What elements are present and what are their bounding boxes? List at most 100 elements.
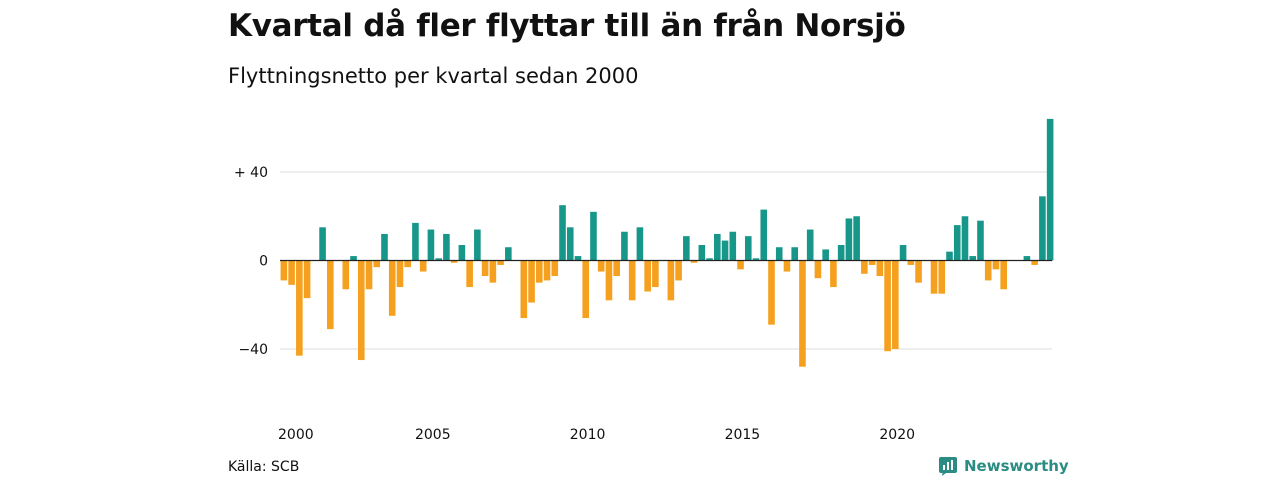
bar [915, 260, 922, 283]
bar [288, 260, 295, 285]
bar [450, 260, 458, 263]
bar [319, 227, 326, 261]
bar [481, 260, 489, 276]
bar [613, 260, 620, 276]
bar [690, 260, 698, 263]
bar [1046, 118, 1054, 261]
bar [466, 260, 473, 288]
bar [419, 260, 427, 272]
bar [752, 258, 760, 261]
bar [528, 260, 535, 303]
bar [497, 260, 504, 265]
bar [590, 211, 597, 261]
bar [938, 260, 946, 294]
bar [683, 236, 690, 261]
bar [977, 220, 984, 261]
bar [799, 260, 806, 367]
bar [806, 229, 814, 261]
bar [953, 225, 961, 261]
bar [388, 260, 396, 316]
bar [946, 251, 953, 261]
bar [621, 231, 628, 261]
brand-name: Newsworthy [964, 457, 1069, 475]
bar [280, 260, 288, 281]
x-tick-label: 2020 [879, 427, 915, 443]
bar [574, 256, 582, 261]
x-tick-label: 2005 [415, 427, 451, 443]
bar [868, 260, 876, 265]
bar [396, 260, 404, 288]
bar [760, 209, 768, 261]
bar [458, 245, 466, 261]
bar [535, 260, 543, 283]
bar [296, 260, 303, 356]
bar [961, 216, 969, 261]
bar [884, 260, 891, 352]
bar [853, 216, 860, 261]
chart-title: Kvartal då fler flyttar till än från Nor… [228, 8, 906, 44]
y-tick-label: −40 [238, 342, 268, 358]
bar-layer [280, 118, 1054, 367]
bar [768, 260, 775, 325]
bar [892, 260, 899, 349]
bar [582, 260, 590, 319]
bar [907, 260, 915, 265]
bar [443, 233, 450, 261]
bar [667, 260, 675, 301]
bar [636, 227, 644, 261]
bar [899, 245, 907, 261]
bar [814, 260, 822, 279]
bar [373, 260, 381, 268]
bar [652, 260, 659, 288]
bar [566, 227, 574, 261]
bar [1023, 256, 1031, 261]
bar [837, 245, 845, 261]
bar [520, 260, 528, 319]
bar [737, 260, 744, 270]
label-layer: + 40 0 −40 2000 2005 2010 2015 2020 [234, 165, 915, 443]
bar [845, 218, 853, 261]
bar [505, 247, 512, 261]
bar [404, 260, 412, 268]
bar [861, 260, 868, 274]
grid-layer [280, 171, 1052, 350]
bar [474, 229, 481, 261]
bar [605, 260, 613, 301]
bar [830, 260, 837, 288]
bar [1031, 260, 1038, 265]
y-tick-label: + 40 [234, 165, 268, 181]
bar [1039, 196, 1046, 261]
bar [721, 240, 729, 261]
bar [706, 258, 713, 261]
bar [303, 260, 311, 299]
bar [992, 260, 1000, 270]
bar [744, 236, 752, 261]
bar [551, 260, 559, 276]
bar [1000, 260, 1007, 290]
source-note: Källa: SCB [228, 459, 300, 475]
bar [365, 260, 373, 290]
bar [714, 233, 721, 261]
bar [675, 260, 682, 281]
bar [876, 260, 884, 276]
bar [698, 245, 706, 261]
x-tick-label: 2010 [570, 427, 606, 443]
bar [412, 222, 419, 261]
brand-logo: Newsworthy [938, 456, 1069, 476]
bar [559, 205, 566, 261]
bar [381, 233, 388, 261]
bar [822, 249, 829, 261]
bar [628, 260, 636, 301]
bar [489, 260, 497, 283]
bar [435, 258, 442, 261]
bar [342, 260, 350, 290]
bar [791, 247, 799, 261]
bar [783, 260, 791, 272]
bar [357, 260, 365, 361]
bar [597, 260, 605, 272]
bar [775, 247, 783, 261]
bar [427, 229, 435, 261]
chart-subtitle: Flyttningsnetto per kvartal sedan 2000 [228, 64, 639, 88]
bar [729, 231, 737, 261]
